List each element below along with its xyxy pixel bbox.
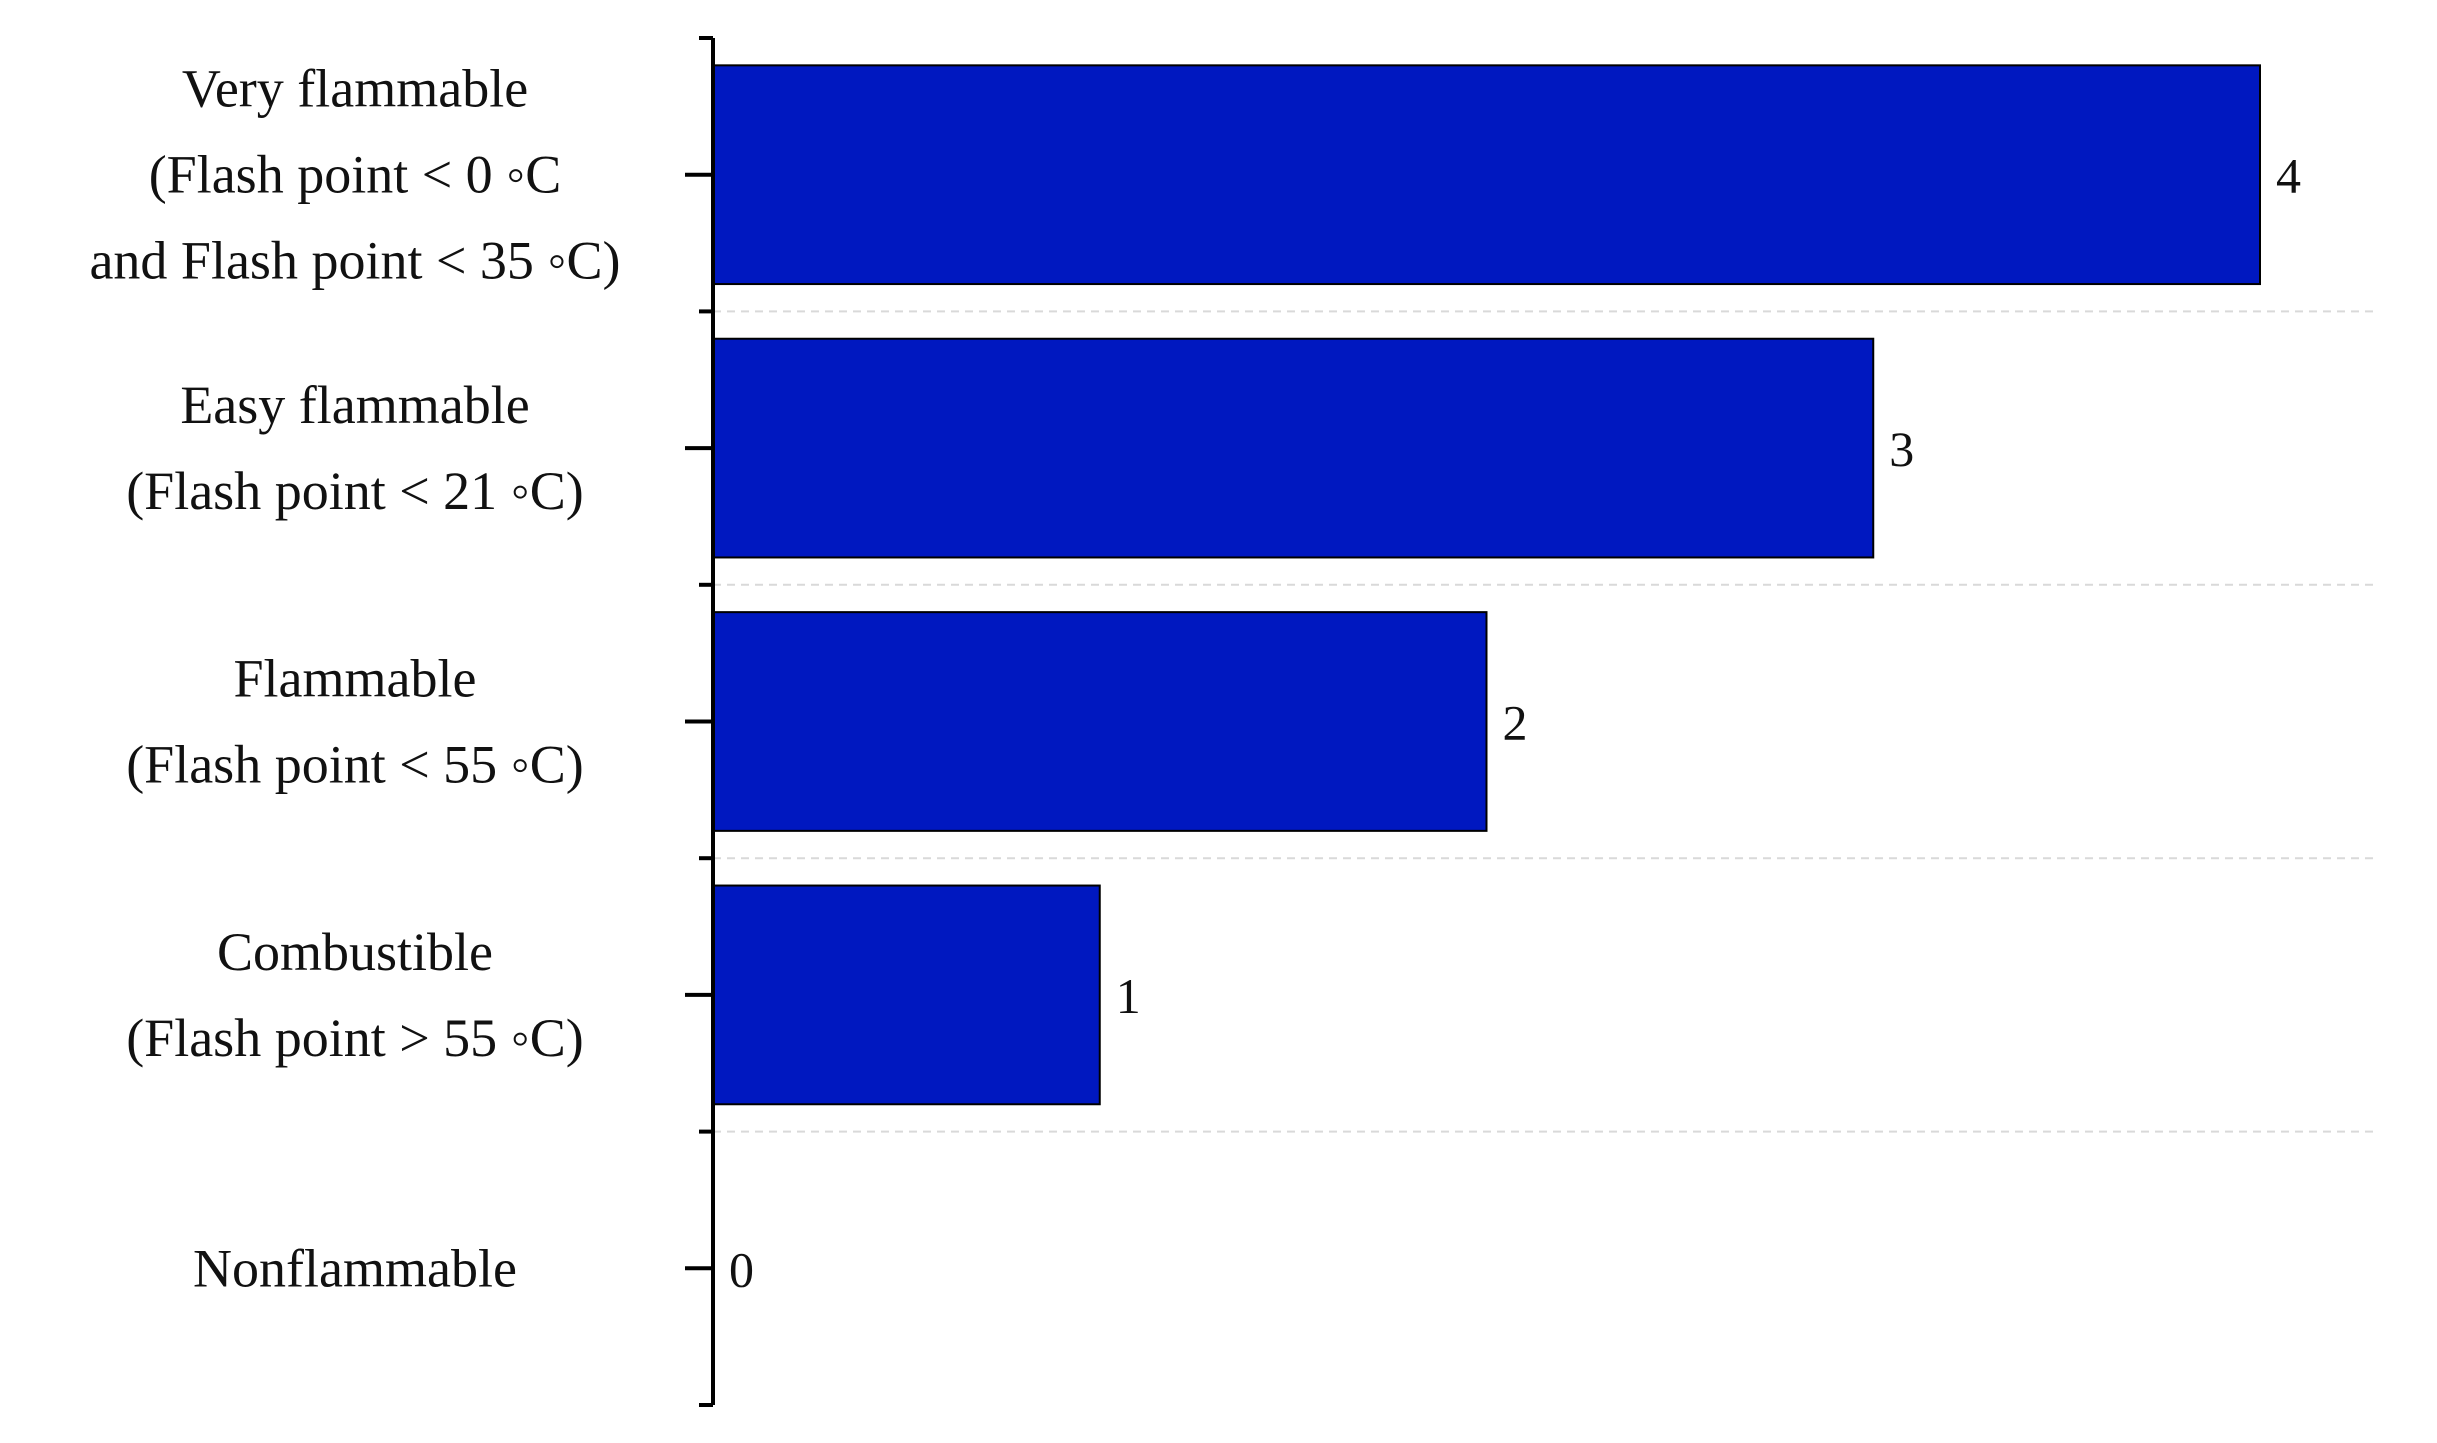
bar-0 [712, 64, 2261, 286]
data-label-2: 2 [1503, 695, 1528, 751]
category-label-3-line-0: Combustible [217, 922, 493, 982]
bar-2 [712, 611, 1488, 832]
data-label-0: 4 [2276, 148, 2301, 204]
category-label-2-line-0: Flammable [234, 649, 477, 709]
category-label-0-line-2: and Flash point < 35 ◦C) [89, 231, 620, 291]
category-label-0-line-1: (Flash point < 0 ◦C [149, 145, 562, 205]
category-label-3-line-1: (Flash point > 55 ◦C) [126, 1008, 584, 1068]
bar-3 [712, 884, 1101, 1106]
category-label-0-line-0: Very flammable [182, 59, 528, 119]
data-label-4: 0 [729, 1241, 754, 1297]
category-label-1-line-0: Easy flammable [180, 375, 529, 435]
data-label-1: 3 [1889, 421, 1914, 477]
data-label-3: 1 [1116, 968, 1141, 1024]
bar-1 [712, 337, 1875, 559]
category-label-1-line-1: (Flash point < 21 ◦C) [126, 461, 584, 521]
category-label-2-line-1: (Flash point < 55 ◦C) [126, 735, 584, 795]
category-label-4-line-0: Nonflammable [193, 1238, 517, 1298]
